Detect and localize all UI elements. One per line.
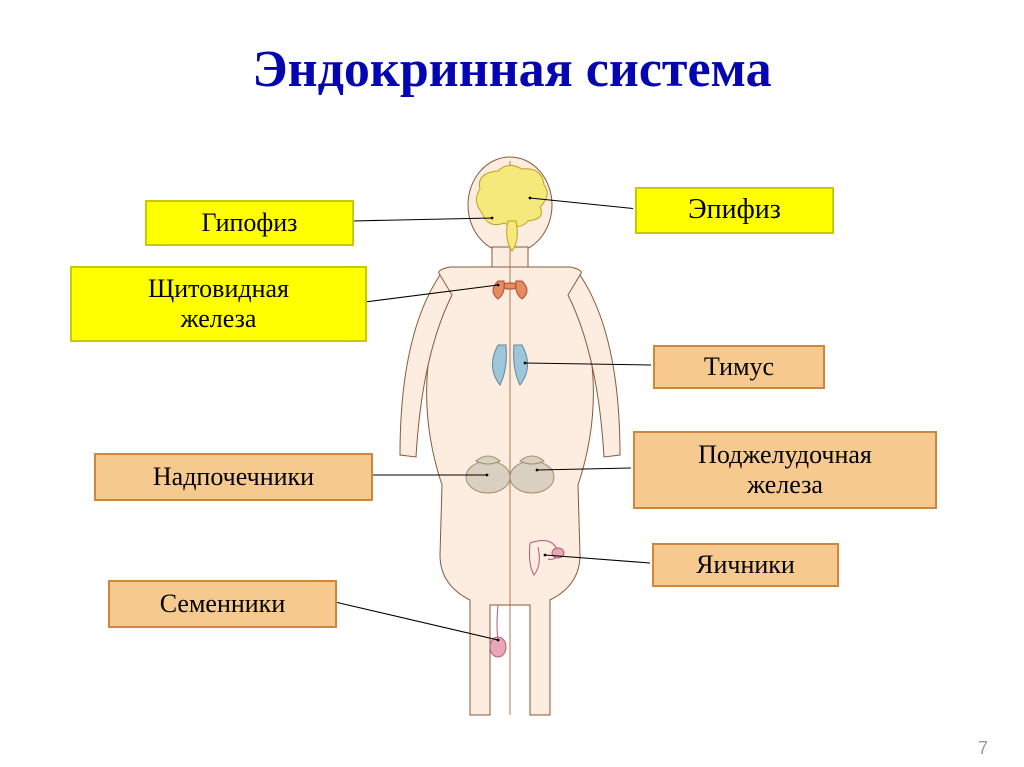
slide-title: Эндокринная система [0, 40, 1024, 99]
label-thyroid: Щитовидная железа [70, 266, 367, 342]
label-testes: Семенники [108, 580, 337, 628]
page-number: 7 [978, 738, 988, 759]
body-svg [380, 155, 640, 725]
label-pineal: Эпифиз [635, 187, 834, 234]
label-thymus: Тимус [653, 345, 825, 389]
label-pancreas: Поджелудочная железа [633, 431, 937, 509]
label-adrenal: Надпочечники [94, 453, 373, 501]
slide-stage: Эндокринная система [0, 0, 1024, 767]
body-figure [380, 155, 640, 725]
label-ovaries: Яичники [652, 543, 839, 587]
label-pituitary: Гипофиз [145, 200, 354, 246]
